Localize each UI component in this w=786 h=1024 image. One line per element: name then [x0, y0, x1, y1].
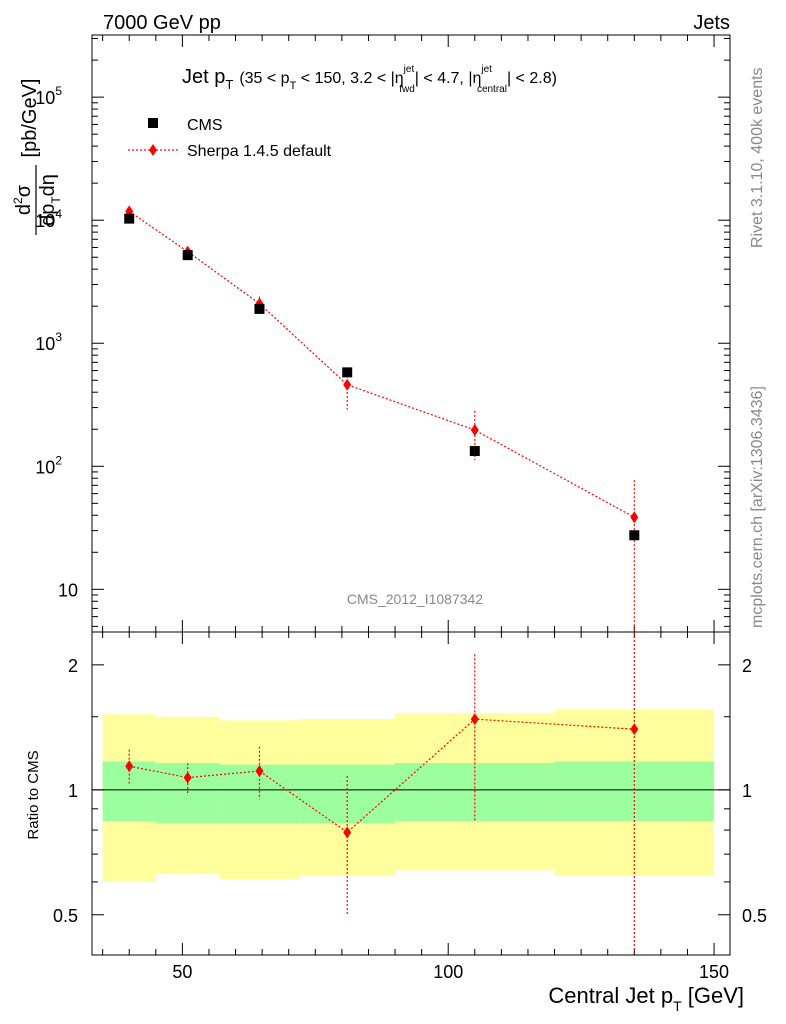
ratio-band-inner: [299, 764, 396, 824]
ratio-plot-frame: [91, 631, 731, 956]
svg-text:d2σ: d2σ: [11, 184, 35, 215]
y-main-tick-label: 103: [35, 330, 62, 354]
main-y-axis-label: d2σ dpTdη [pb/GeV]: [11, 79, 63, 235]
legend-cms-label: CMS: [187, 117, 223, 134]
y-ratio-tick-label: 1: [68, 781, 78, 801]
y-main-tick-label: 102: [35, 453, 62, 477]
x-tick-label: 150: [699, 962, 729, 982]
legend-cms-marker: [148, 118, 158, 128]
mc-main-point: [343, 378, 352, 391]
y-ratio-tick-label: 0.5: [53, 906, 78, 926]
x-tick-label: 50: [172, 962, 192, 982]
x-axis-label: Central Jet pT [GeV]: [548, 983, 744, 1014]
mc-main-point: [630, 511, 639, 524]
y-ratio-tick-label-right: 2: [742, 656, 752, 676]
rivet-version-label: Rivet 3.1.10, 400k events: [749, 67, 766, 248]
mc-ratio-point: [183, 771, 192, 784]
legend-mc-marker: [149, 144, 157, 156]
cms-data-point: [342, 367, 353, 378]
cms-data-point: [629, 530, 640, 541]
ratio-band-inner: [554, 761, 715, 822]
y-main-tick-label: 10: [58, 580, 78, 600]
mc-main-point: [470, 424, 479, 437]
mc-ratio-point: [255, 765, 264, 778]
ratio-y-axis-label: Ratio to CMS: [25, 750, 42, 839]
cms-data-point: [182, 250, 193, 261]
y-ratio-tick-label-right: 1: [742, 781, 752, 801]
x-tick-label: 100: [433, 962, 463, 982]
header-left: 7000 GeV pp: [103, 12, 221, 34]
mc-series-ratio: [125, 632, 639, 955]
ratio-uncertainty-bands: [102, 709, 715, 882]
header-right: Jets: [693, 12, 730, 34]
mc-series-main: [125, 205, 639, 632]
mc-main-line: [128, 210, 635, 518]
y-ratio-tick-label-right: 0.5: [742, 906, 767, 926]
mcplots-reference-label: mcplots.cern.ch [arXiv:1306.3436]: [749, 386, 766, 628]
mc-ratio-line: [129, 718, 635, 834]
analysis-watermark: CMS_2012_I1087342: [347, 591, 483, 607]
cms-data-point: [469, 446, 480, 457]
axis-ticks: 50 100 150 10 102 103 104 105 0.5 0.5 1 1 2 2: [35, 35, 767, 982]
cms-data-point: [124, 213, 135, 224]
y-main-tick-label: 104: [35, 207, 62, 231]
plot-title: Jet pT (35 < pT < 150, 3.2 < |ηjet fwd| < …: [182, 64, 557, 95]
y-ratio-tick-label: 2: [68, 656, 78, 676]
mc-ratio-point: [125, 760, 134, 773]
mc-ratio-point: [343, 826, 352, 839]
mc-ratio-point: [630, 723, 639, 736]
legend-mc-label: Sherpa 1.4.5 default: [187, 143, 332, 160]
svg-text:[pb/GeV]: [pb/GeV]: [19, 79, 41, 158]
y-main-tick-label: 105: [35, 84, 62, 108]
data-series-main: [124, 213, 640, 541]
mc-ratio-point: [470, 713, 479, 726]
cms-data-point: [254, 303, 265, 314]
